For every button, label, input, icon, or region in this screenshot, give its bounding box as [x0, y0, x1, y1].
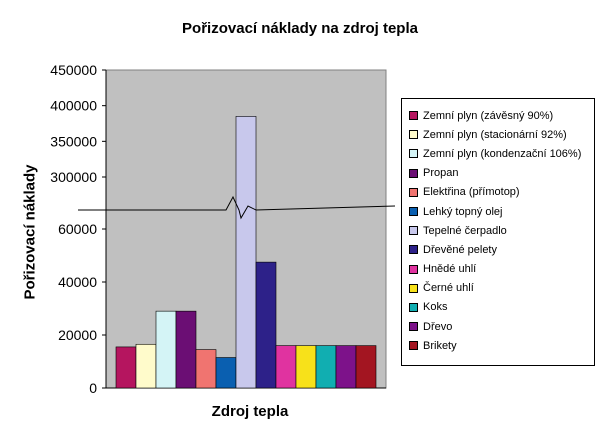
bar [175, 310, 197, 389]
legend-label: Dřevěné pelety [423, 243, 497, 256]
y-tick-label: 300000 [50, 169, 97, 185]
legend-item: Zemní plyn (kondenzační 106%) [409, 144, 594, 163]
legend-item: Hnědé uhlí [409, 260, 594, 279]
bar [315, 345, 337, 389]
legend-label: Lehký topný olej [423, 205, 503, 218]
bar [255, 261, 277, 389]
legend-label: Zemní plyn (kondenzační 106%) [423, 147, 582, 160]
legend-label: Zemní plyn (stacionární 92%) [423, 128, 567, 141]
bar [235, 116, 257, 389]
y-tick-label: 60000 [58, 221, 97, 237]
y-axis-label: Pořizovací náklady [21, 164, 39, 300]
y-tick-label: 0 [89, 380, 97, 396]
legend-swatch [409, 130, 418, 140]
legend-swatch [409, 322, 418, 332]
y-tick-label: 400000 [50, 98, 97, 114]
legend-item: Tepelné čerpadlo [409, 221, 594, 240]
legend-item: Brikety [409, 336, 594, 355]
legend-label: Propan [423, 167, 459, 180]
legend-swatch [409, 207, 418, 217]
legend-item: Lehký topný olej [409, 202, 594, 221]
legend-item: Elektřina (přímotop) [409, 183, 594, 202]
legend-item: Koks [409, 298, 594, 317]
bar [115, 346, 137, 389]
legend-swatch [409, 264, 418, 274]
bar [135, 343, 157, 389]
legend-label: Dřevo [423, 320, 453, 333]
bar [295, 345, 317, 389]
legend-item: Zemní plyn (závěsný 90%) [409, 106, 594, 125]
legend-swatch [409, 283, 418, 293]
x-axis-label: Zdroj tepla [211, 403, 289, 420]
bar [275, 345, 297, 389]
axis-break-marker [78, 195, 396, 220]
legend-item: Zemní plyn (stacionární 92%) [409, 125, 594, 144]
legend-item: Dřevo [409, 317, 594, 336]
y-tick-label: 450000 [50, 62, 97, 78]
legend-item: Propan [409, 164, 594, 183]
y-tick-label: 20000 [58, 327, 97, 343]
legend: Zemní plyn (závěsný 90%) Zemní plyn (stac… [401, 98, 595, 366]
bar [355, 345, 377, 389]
legend-swatch [409, 111, 418, 121]
y-tick-label: 350000 [50, 133, 97, 149]
legend-label: Černé uhlí [423, 282, 474, 295]
legend-label: Hnědé uhlí [423, 263, 477, 276]
legend-item: Černé uhlí [409, 279, 594, 298]
legend-swatch [409, 245, 418, 255]
legend-label: Brikety [423, 339, 457, 352]
legend-swatch [409, 226, 418, 236]
legend-label: Elektřina (přímotop) [423, 186, 520, 199]
legend-swatch [409, 187, 418, 197]
legend-label: Koks [423, 301, 448, 314]
legend-swatch [409, 168, 418, 178]
legend-swatch [409, 341, 418, 351]
bar [195, 349, 217, 389]
bar [155, 310, 177, 389]
bar [335, 345, 357, 389]
legend-label: Tepelné čerpadlo [423, 224, 507, 237]
y-tick-label: 40000 [58, 274, 97, 290]
legend-item: Dřevěné pelety [409, 240, 594, 259]
legend-swatch [409, 302, 418, 312]
legend-label: Zemní plyn (závěsný 90%) [423, 109, 554, 122]
legend-swatch [409, 149, 418, 159]
bar [215, 357, 237, 389]
chart-title: Pořizovací náklady na zdroj tepla [182, 20, 418, 37]
